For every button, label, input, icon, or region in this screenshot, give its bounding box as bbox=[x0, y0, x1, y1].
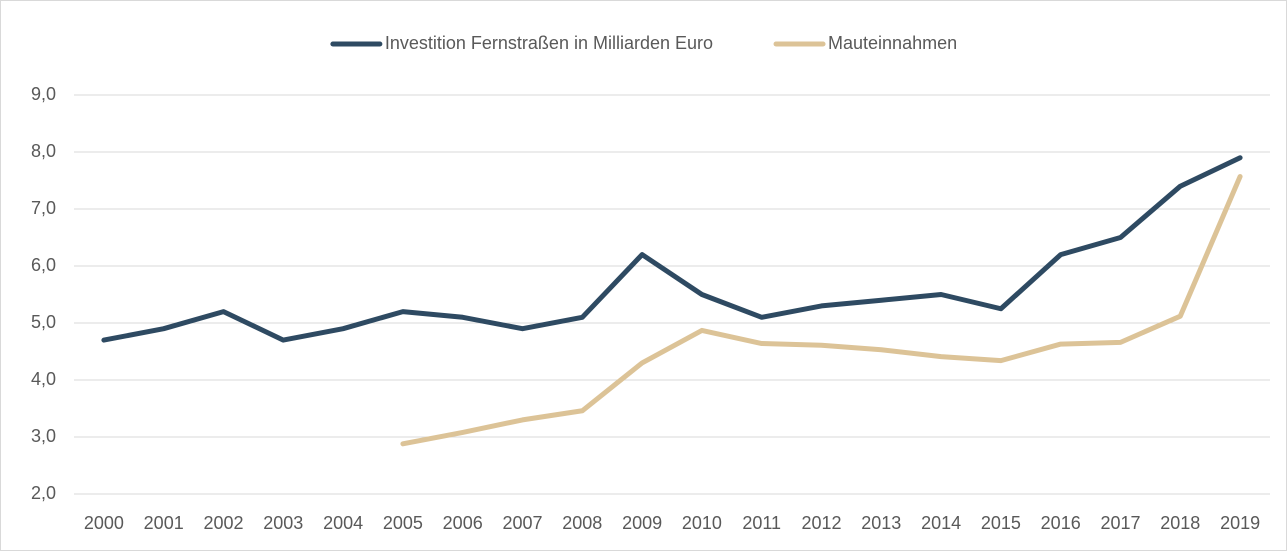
x-tick-label: 2017 bbox=[1100, 513, 1140, 533]
legend-label: Investition Fernstraßen in Milliarden Eu… bbox=[385, 33, 713, 53]
x-tick-label: 2012 bbox=[801, 513, 841, 533]
y-tick-label: 4,0 bbox=[31, 369, 56, 389]
x-tick-label: 2005 bbox=[383, 513, 423, 533]
x-tick-label: 2001 bbox=[144, 513, 184, 533]
y-tick-label: 9,0 bbox=[31, 84, 56, 104]
x-tick-label: 2016 bbox=[1041, 513, 1081, 533]
x-tick-label: 2018 bbox=[1160, 513, 1200, 533]
y-tick-label: 8,0 bbox=[31, 141, 56, 161]
y-tick-label: 5,0 bbox=[31, 312, 56, 332]
series-line bbox=[101, 155, 1243, 343]
x-tick-label: 2000 bbox=[84, 513, 124, 533]
x-tick-label: 2008 bbox=[562, 513, 602, 533]
x-tick-label: 2002 bbox=[203, 513, 243, 533]
x-tick-label: 2007 bbox=[502, 513, 542, 533]
x-tick-label: 2006 bbox=[443, 513, 483, 533]
y-tick-label: 3,0 bbox=[31, 426, 56, 446]
y-tick-label: 7,0 bbox=[31, 198, 56, 218]
x-tick-label: 2019 bbox=[1220, 513, 1260, 533]
x-tick-label: 2011 bbox=[742, 513, 781, 533]
x-tick-label: 2013 bbox=[861, 513, 901, 533]
x-tick-label: 2009 bbox=[622, 513, 662, 533]
series-line bbox=[400, 174, 1243, 447]
y-tick-label: 2,0 bbox=[31, 483, 56, 503]
legend-label: Mauteinnahmen bbox=[828, 33, 957, 53]
x-tick-label: 2010 bbox=[682, 513, 722, 533]
x-tick-label: 2014 bbox=[921, 513, 961, 533]
x-tick-label: 2003 bbox=[263, 513, 303, 533]
x-tick-label: 2004 bbox=[323, 513, 363, 533]
y-tick-label: 6,0 bbox=[31, 255, 56, 275]
x-tick-label: 2015 bbox=[981, 513, 1021, 533]
